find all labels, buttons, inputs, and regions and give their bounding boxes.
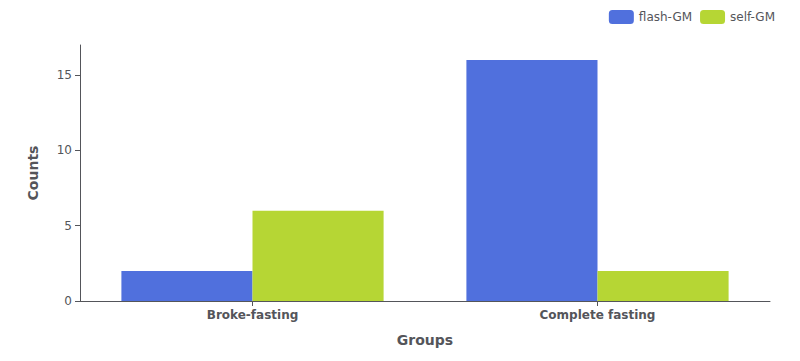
svg-text:10: 10 — [57, 143, 72, 157]
svg-text:Counts: Counts — [25, 146, 41, 201]
svg-text:flash-GM: flash-GM — [639, 10, 692, 24]
svg-text:Complete fasting: Complete fasting — [540, 308, 656, 322]
svg-text:Broke-fasting: Broke-fasting — [207, 308, 299, 322]
svg-text:5: 5 — [64, 219, 72, 233]
svg-text:Groups: Groups — [397, 332, 453, 348]
svg-text:0: 0 — [64, 294, 72, 308]
svg-text:15: 15 — [57, 68, 72, 82]
svg-text:self-GM: self-GM — [730, 10, 775, 24]
